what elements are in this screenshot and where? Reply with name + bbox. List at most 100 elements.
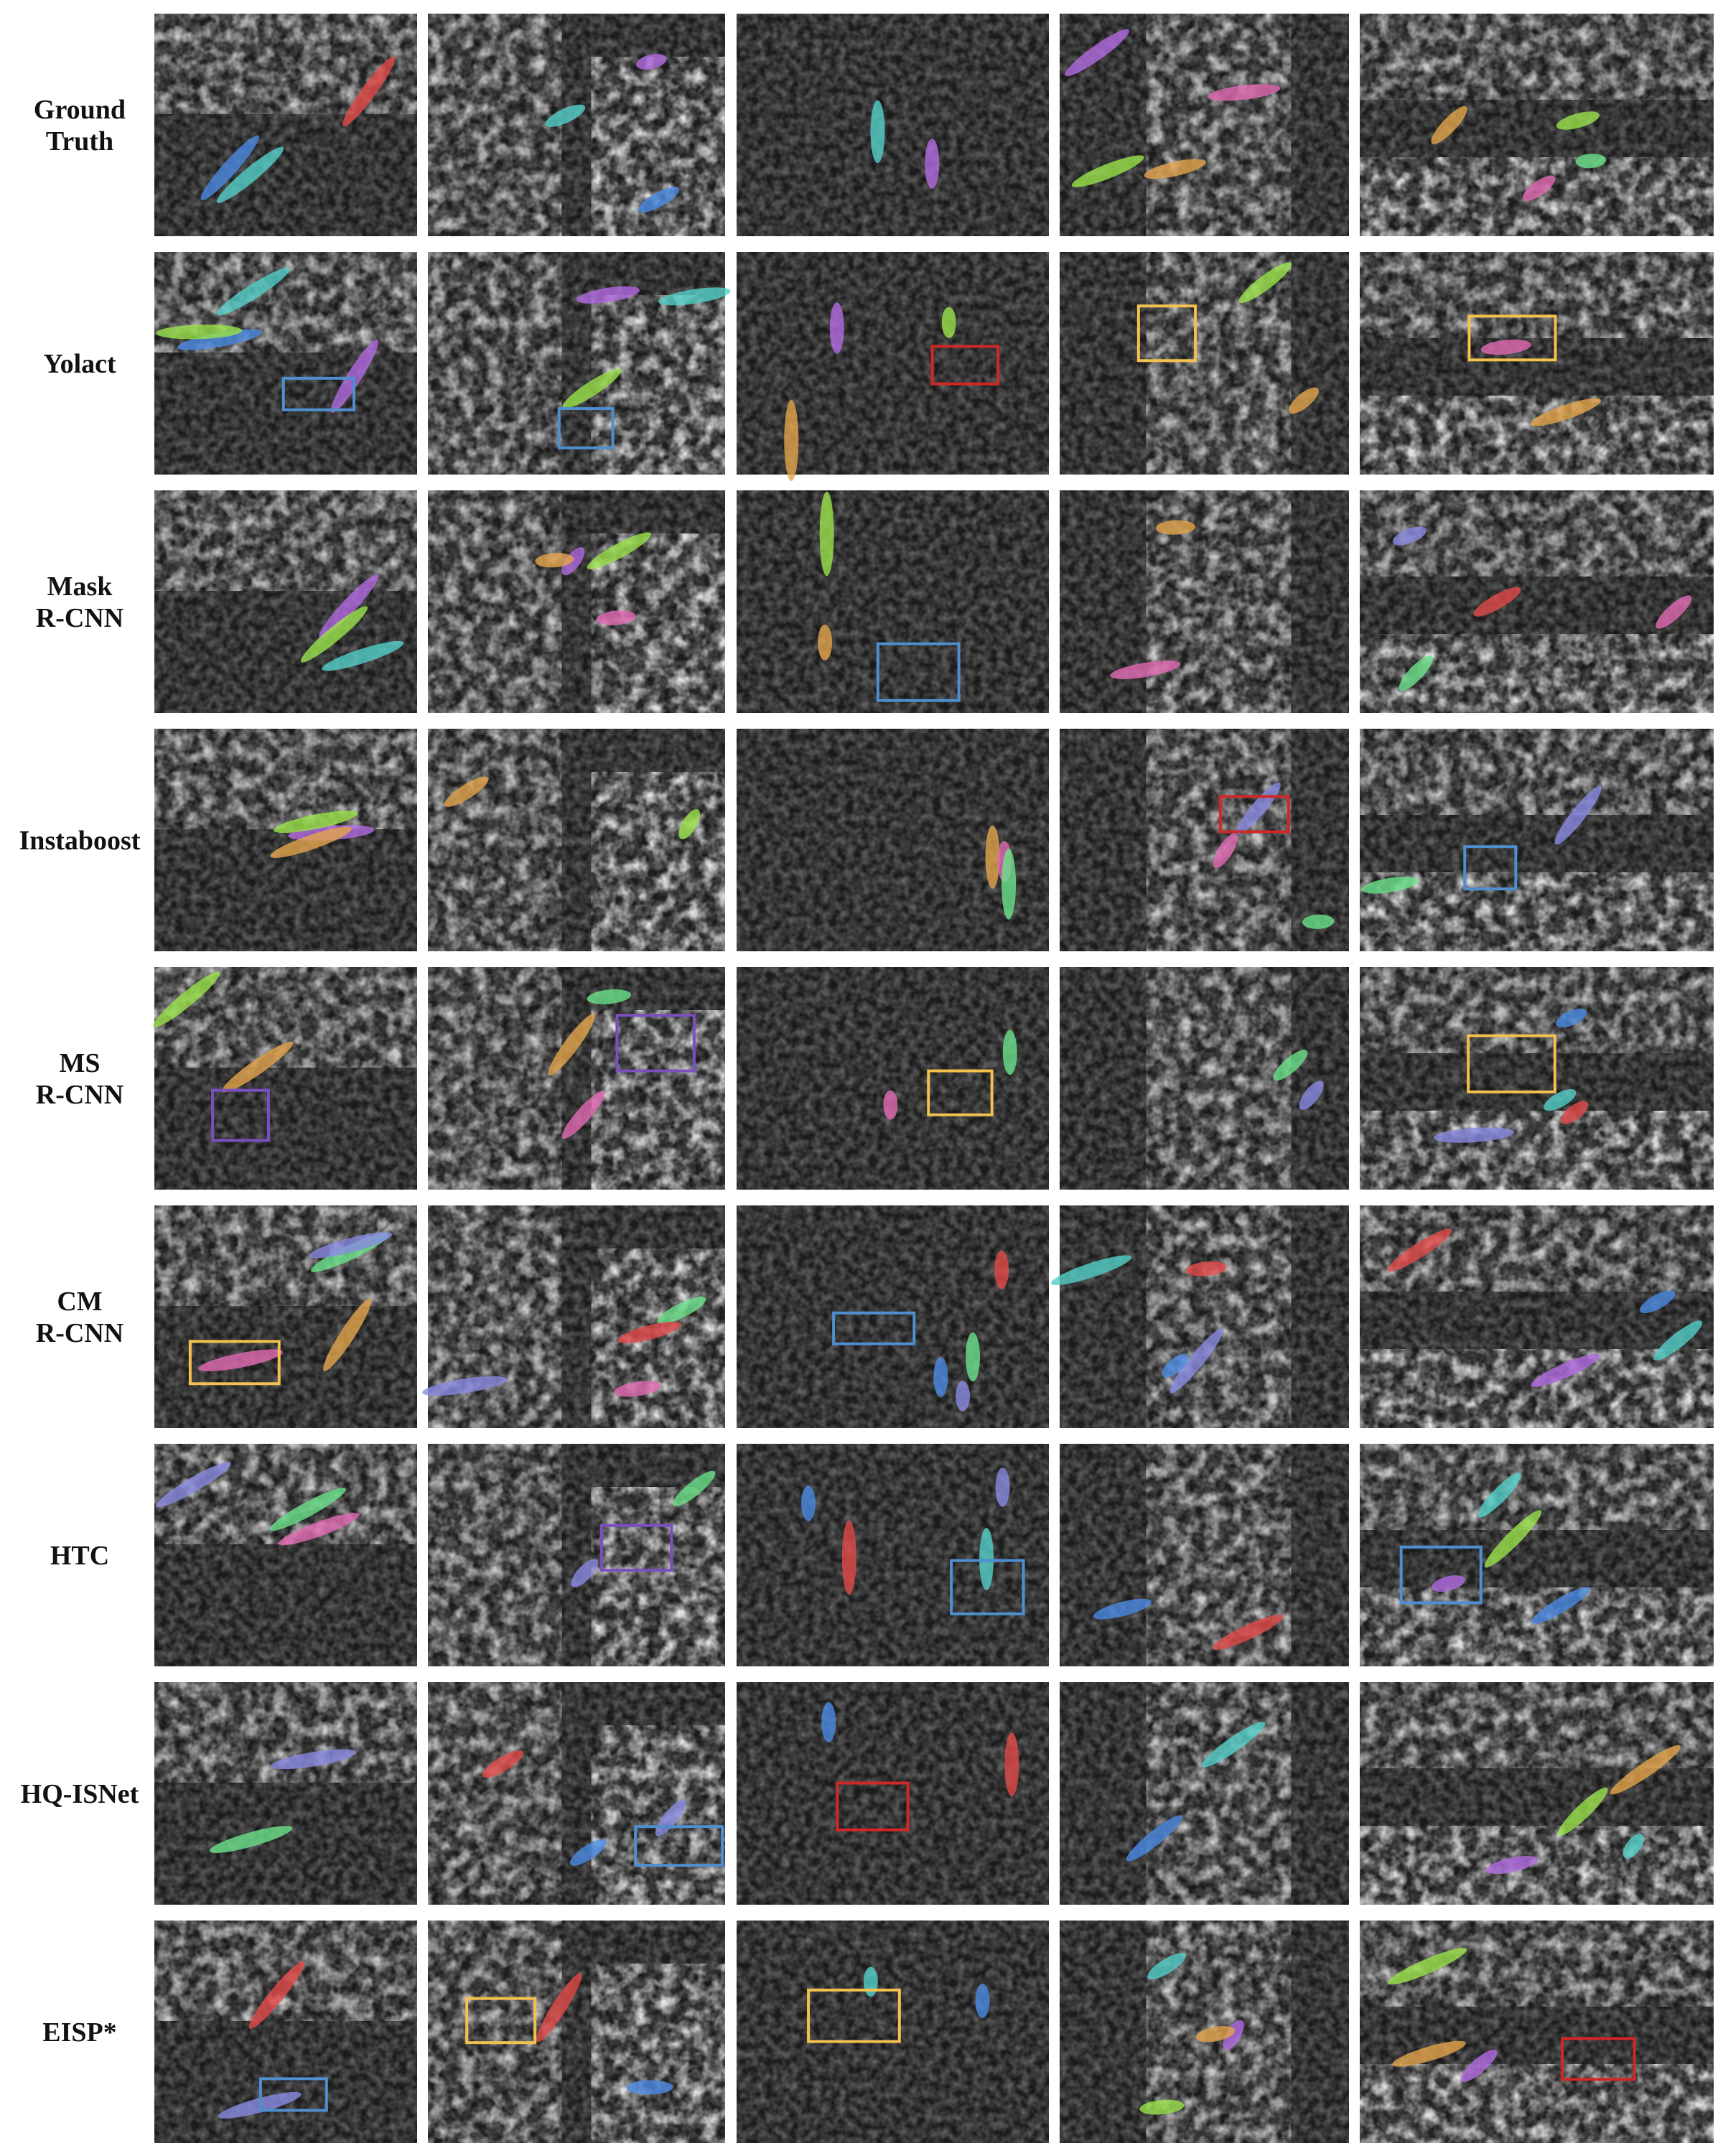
ship-mask xyxy=(562,368,622,409)
ship-mask xyxy=(545,104,586,127)
ship-mask xyxy=(571,1559,599,1587)
land xyxy=(154,1444,417,1544)
error-box xyxy=(1467,1034,1556,1093)
ship-mask xyxy=(1208,84,1281,101)
image-panel xyxy=(1360,1921,1714,2143)
land xyxy=(1146,729,1292,951)
error-box xyxy=(950,1559,1025,1615)
image-panel xyxy=(1060,967,1349,1190)
ship-mask xyxy=(1554,785,1602,845)
error-box xyxy=(1467,314,1557,362)
error-box xyxy=(807,1988,901,2043)
image-panel xyxy=(154,1921,417,2143)
ship-mask xyxy=(1361,877,1419,894)
land xyxy=(428,490,562,713)
ship-mask xyxy=(482,1750,523,1778)
ship-mask xyxy=(966,1332,981,1382)
ship-mask xyxy=(587,532,651,569)
error-box xyxy=(1561,2037,1636,2081)
image-panel xyxy=(737,252,1049,482)
image-panel xyxy=(1060,1444,1349,1666)
row-label: R-CNN xyxy=(36,1080,123,1110)
image-panel xyxy=(428,1444,725,1666)
ship-mask xyxy=(548,1014,595,1076)
ship-mask xyxy=(994,1250,1009,1289)
image-panel xyxy=(428,14,725,236)
error-box xyxy=(281,376,356,411)
ship-mask xyxy=(198,1349,283,1371)
ship-mask xyxy=(1147,1953,1186,1979)
error-box xyxy=(557,407,615,449)
row-label: Mask xyxy=(47,571,113,602)
land xyxy=(154,1205,417,1306)
ship-mask xyxy=(269,1488,346,1531)
land xyxy=(428,1682,562,1905)
land xyxy=(154,490,417,591)
image-panel xyxy=(1060,729,1349,951)
ship-mask xyxy=(821,1702,836,1742)
ship-mask xyxy=(1144,159,1206,179)
error-box xyxy=(1136,304,1197,363)
row-label: Truth xyxy=(46,126,113,157)
image-panel xyxy=(1060,252,1349,475)
land xyxy=(1146,490,1292,713)
image-panel xyxy=(154,1444,417,1666)
shore xyxy=(591,772,725,951)
ship-mask xyxy=(1556,111,1600,130)
ship-mask xyxy=(1477,1473,1521,1518)
ship-mask xyxy=(975,1983,990,2018)
error-box xyxy=(836,1781,910,1831)
image-panel xyxy=(1060,1921,1349,2143)
ship-mask xyxy=(941,307,956,338)
ship-mask xyxy=(933,1357,948,1397)
image-panel xyxy=(422,1205,725,1428)
ship-mask xyxy=(1051,1255,1132,1286)
ship-mask xyxy=(319,574,379,638)
image-panel xyxy=(737,490,1049,713)
ship-mask xyxy=(614,1381,660,1397)
land xyxy=(154,1921,417,2021)
ship-mask xyxy=(1001,848,1017,920)
image-panel xyxy=(154,14,417,236)
image-panel xyxy=(154,1682,417,1905)
ship-mask xyxy=(536,1973,582,2043)
land xyxy=(1146,252,1292,475)
image-panel xyxy=(154,729,417,951)
ship-mask xyxy=(596,610,636,625)
land xyxy=(428,1921,562,2143)
error-box xyxy=(1399,1545,1482,1605)
ship-mask xyxy=(1004,1732,1019,1797)
ship-mask xyxy=(1195,2026,1236,2043)
ship-mask xyxy=(1399,655,1433,691)
ship-mask xyxy=(1392,2040,1466,2067)
shore xyxy=(1360,634,1714,713)
ship-mask xyxy=(422,1376,508,1396)
image-panel xyxy=(1360,252,1714,475)
error-box xyxy=(258,2077,328,2112)
row-label: Ground xyxy=(34,95,126,125)
ship-mask xyxy=(841,1520,856,1595)
land xyxy=(1146,1444,1292,1666)
ship-mask xyxy=(222,1041,294,1093)
ship-mask xyxy=(636,54,667,70)
ship-mask xyxy=(1522,175,1556,201)
shore xyxy=(1360,872,1714,951)
land xyxy=(1146,14,1292,236)
ship-mask xyxy=(216,267,290,316)
ship-mask xyxy=(985,825,1000,889)
land xyxy=(154,967,417,1068)
ship-mask xyxy=(561,1091,605,1139)
ship-mask xyxy=(979,1528,994,1590)
ship-mask xyxy=(273,811,358,834)
image-panel xyxy=(737,1921,1049,2143)
speckle xyxy=(737,1682,1049,1905)
row-label: R-CNN xyxy=(36,1318,123,1348)
land xyxy=(1360,14,1714,100)
speckle xyxy=(737,14,1049,236)
error-box xyxy=(927,1069,994,1116)
land xyxy=(154,1682,417,1783)
ship-mask xyxy=(1139,2099,1185,2115)
ship-mask xyxy=(1392,526,1427,546)
ship-mask xyxy=(200,135,259,200)
ship-mask xyxy=(955,1381,970,1411)
